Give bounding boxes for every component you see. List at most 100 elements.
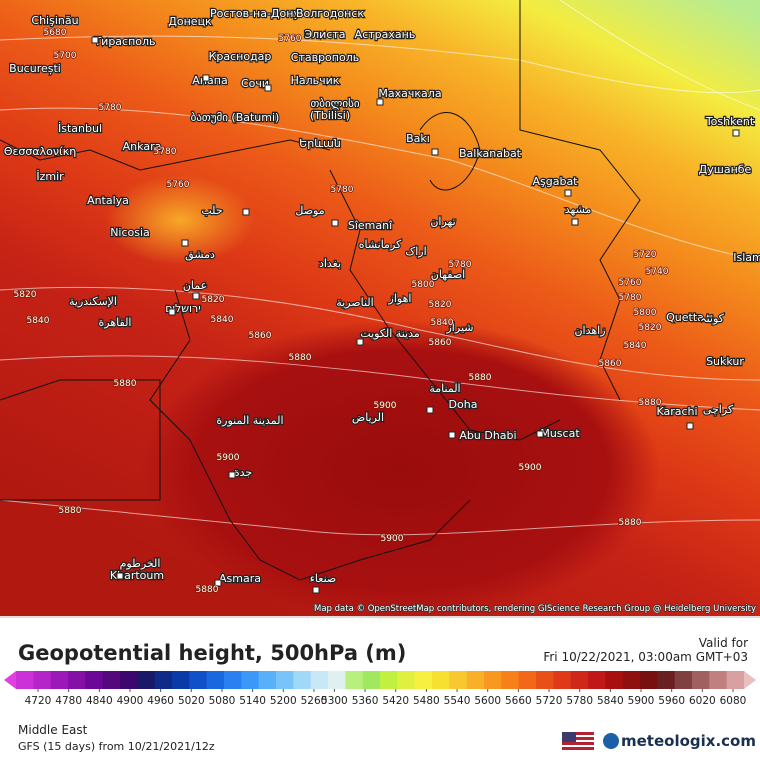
colorbar-swatch — [345, 671, 364, 689]
place-label: București — [9, 62, 61, 75]
place-label: İstanbul — [58, 122, 102, 135]
contour-label: 5880 — [639, 398, 662, 408]
colorbar-swatch — [224, 671, 242, 689]
contour-label: 5760 — [279, 34, 302, 44]
place-label: القاهرة — [99, 316, 132, 329]
colorbar-swatch — [657, 671, 676, 689]
contour-labels: 5680 5700 5760 5780 5780 5760 5780 5720 5740 5760… — [13, 27, 670, 596]
colorbar-swatch — [50, 671, 69, 689]
place-label: Ставрополь — [291, 51, 359, 64]
contour-label: 5780 — [331, 185, 354, 195]
place-label: Анапа — [192, 74, 227, 87]
place-marker — [356, 338, 364, 346]
place-marker — [571, 218, 579, 226]
colorbar-swatch — [189, 671, 208, 689]
place-label: Quetta — [666, 311, 704, 324]
contour-label: 5800 — [412, 280, 435, 290]
place-label: Астрахань — [355, 28, 416, 41]
colorbar-swatch — [154, 671, 173, 689]
place-label: Θεσσαλονίκη — [4, 145, 76, 158]
colorbar-swatch — [466, 671, 485, 689]
place-label: Донецк — [168, 15, 212, 28]
place-label: Karachi — [656, 405, 697, 418]
contour-label: 5840 — [211, 315, 234, 325]
colorbar-swatch — [120, 671, 138, 689]
place-marker — [116, 572, 124, 580]
place-label: الرياض — [352, 411, 384, 424]
colorbar-tick-label: 5960 — [658, 695, 685, 707]
place-label: بغداد — [319, 257, 341, 270]
place-label: Махачкала — [378, 87, 441, 100]
contour-label: 5880 — [469, 373, 492, 383]
colorbar-swatch — [102, 671, 121, 689]
place-label: Chişinău — [31, 14, 78, 27]
place-label: Ростов-на-Дону — [210, 7, 300, 20]
place-marker — [264, 84, 272, 92]
colorbar-swatch — [172, 671, 190, 689]
logo-icon — [603, 733, 619, 749]
contour-label: 5740 — [646, 267, 669, 277]
contour-label: 5800 — [634, 308, 657, 318]
legend-title: Geopotential height, 500hPa (m) — [18, 641, 406, 665]
brand[interactable]: meteologix.com — [621, 732, 756, 750]
place-label: اراک — [405, 245, 426, 258]
place-marker — [192, 292, 200, 300]
colorbar-tick-label: 5840 — [597, 695, 624, 707]
place-label: جدة — [234, 466, 252, 479]
colorbar-swatch — [518, 671, 537, 689]
colorbar-swatch — [16, 671, 34, 689]
place-label: موصل — [295, 204, 324, 217]
colorbar-tick-label: 5600 — [474, 695, 501, 707]
place-marker — [91, 36, 99, 44]
colorbar-swatch — [640, 671, 658, 689]
flag — [562, 732, 594, 750]
place-label: Нальчик — [291, 74, 340, 87]
colorbar-swatch — [310, 671, 329, 689]
place-label: صنعاء — [310, 572, 337, 585]
model-run: GFS (15 days) from 10/21/2021/12z — [18, 740, 215, 753]
contour-label: 5820 — [429, 300, 452, 310]
place-label: Nicosia — [110, 226, 150, 239]
colorbar-tick-label: 5420 — [382, 695, 409, 707]
colorbar-swatch — [553, 671, 572, 689]
colorbar-swatch — [622, 671, 641, 689]
place-label: თბილისი — [310, 97, 359, 110]
contour-label: 5840 — [624, 341, 647, 351]
place-marker — [242, 208, 250, 216]
place-label: عمان — [183, 279, 207, 292]
contour-label: 5840 — [431, 318, 454, 328]
colorbar-tick-label: 5540 — [444, 695, 471, 707]
colorbar-swatch — [414, 671, 433, 689]
place-label: Toshkent — [705, 115, 755, 128]
colorbar-swatch — [328, 671, 346, 689]
colorbar-tick-label: 5260 — [301, 695, 328, 707]
place-marker — [536, 430, 544, 438]
colorbar-swatch — [137, 671, 156, 689]
place-marker — [376, 98, 384, 106]
place-label: Islam — [733, 251, 760, 264]
colorbar-swatch — [432, 671, 450, 689]
colorbar-tick-label: 5300 — [321, 695, 348, 707]
place-marker — [564, 189, 572, 197]
colorbar-swatch — [536, 671, 554, 689]
colorbar-tick-label: 5080 — [209, 695, 236, 707]
place-label: Ankara — [123, 140, 162, 153]
place-label: Волгодонск — [296, 7, 364, 20]
contour-label: 5780 — [619, 293, 642, 303]
colorbar-swatch — [362, 671, 381, 689]
colorbar-swatch — [570, 671, 589, 689]
colorbar-tick-label: 4840 — [86, 695, 113, 707]
colorbar-swatch — [206, 671, 225, 689]
contour-label: 5680 — [44, 28, 67, 38]
colorbar-tick-label: 6020 — [689, 695, 716, 707]
colorbar-swatch — [726, 671, 745, 689]
place-label: Сочи — [241, 77, 269, 90]
place-label: (Tbilisi) — [310, 109, 350, 122]
place-label: Sukkur — [706, 355, 744, 368]
colorbar-swatch — [258, 671, 277, 689]
colorbar-tick-label: 5780 — [566, 695, 593, 707]
high-pressure-area — [140, 320, 660, 620]
place-marker — [431, 148, 439, 156]
place-label: الخرطوم — [120, 557, 161, 570]
